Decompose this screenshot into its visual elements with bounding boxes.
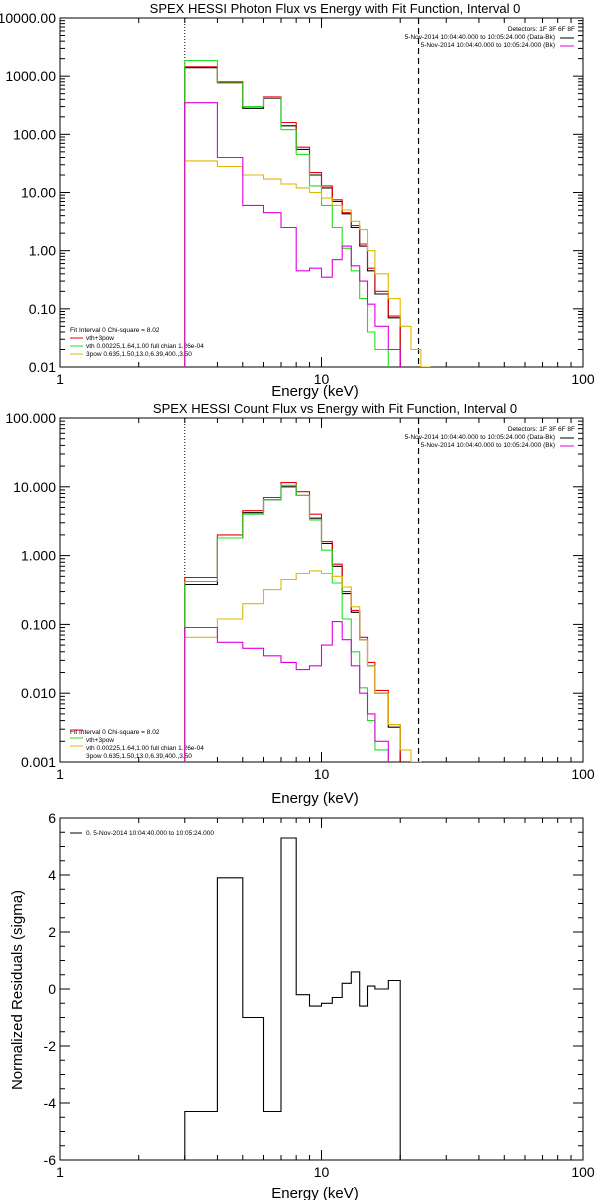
legend-vth3pow: vth+3pow (86, 737, 114, 744)
panel-photon-flux: SPEX HESSI Photon Flux vs Energy with Fi… (70, 1, 575, 400)
x-tick-label: 1 (56, 766, 64, 782)
legend-bk: 5-Nov-2014 10:04:40.000 to 10:05:24.000 … (421, 442, 555, 449)
panel-count-flux: SPEX HESSI Count Flux vs Energy with Fit… (70, 401, 575, 807)
series-3pow (184, 570, 422, 762)
y-tick-label: -2 (44, 1038, 57, 1054)
legend-detectors: Detectors: 1F 3F 6F 8F (508, 426, 575, 433)
series-bk (184, 621, 389, 762)
series-vth (184, 484, 389, 762)
y-tick-label: 10.00 (21, 185, 56, 201)
y-tick-label: 0.10 (29, 301, 56, 317)
legend-interval: 0. 5-Nov-2014 10:04:40.000 to 10:05:24.0… (86, 830, 214, 837)
y-axis-label: Normalized Residuals (sigma) (9, 890, 26, 1090)
legend-data-bk: 5-Nov-2014 10:04:40.000 to 10:05:24.000 … (405, 34, 555, 41)
series-3pow (184, 160, 431, 367)
x-tick-label: 1 (56, 1164, 64, 1180)
plot-frame (59, 417, 584, 763)
plot-frame (59, 817, 584, 1161)
legend-data-bk: 5-Nov-2014 10:04:40.000 to 10:05:24.000 … (405, 434, 555, 441)
series-bk (184, 102, 401, 367)
y-tick-label: 1000.00 (5, 68, 56, 84)
plot-panel-1: 1 10 100 0.001 0.010 0.100 1.000 10.000 100.000 (5, 410, 595, 782)
y-tick-label: -6 (44, 1152, 57, 1168)
y-tick-label: 10000.00 (0, 10, 56, 26)
y-tick-label: 0.001 (21, 754, 56, 770)
plot-panel-0: 1 10 100 0.01 0.10 1.00 10.00 100.00 1000.00 1000… (0, 10, 595, 387)
y-tick-label: 1.00 (29, 243, 56, 259)
y-tick-label: 1.000 (21, 548, 56, 564)
x-tick-label: 1 (56, 371, 64, 387)
y-tick-label: 6 (48, 810, 56, 826)
legend-3pow: 3pow 0.635,1.50,13.0,6.39,400.,3.50 (86, 753, 192, 760)
plot-panel-2: 1 10 100 -6 -4 -2 0 2 4 6 (44, 810, 595, 1180)
y-tick-label: 100.00 (13, 126, 56, 142)
chart-title: SPEX HESSI Count Flux vs Energy with Fit… (153, 401, 517, 416)
series-vth (184, 60, 389, 367)
x-axis-label: Energy (keV) (271, 1185, 359, 1200)
series-vth-3pow (184, 482, 401, 762)
y-tick-label: 4 (48, 867, 56, 883)
y-tick-label: 10.000 (13, 479, 56, 495)
legend-fit-interval: Fit Interval 0 Chi-square = 8.02 (70, 729, 160, 736)
x-tick-label: 10 (314, 766, 330, 782)
x-tick-label: 100 (571, 766, 595, 782)
legend-3pow: 3pow 0.635,1.50,13.0,6.39,400.,3.50 (86, 351, 192, 358)
series-residuals (184, 837, 401, 1160)
x-tick-label: 10 (314, 1164, 330, 1180)
y-tick-label: -4 (44, 1095, 57, 1111)
legend-detectors: Detectors: 1F 3F 6F 8F (508, 26, 575, 33)
x-axis-label: Energy (keV) (271, 790, 359, 807)
chart-title: SPEX HESSI Photon Flux vs Energy with Fi… (150, 1, 521, 16)
legend-fit-interval: Fit Interval 0 Chi-square = 8.02 (70, 327, 160, 334)
x-tick-label: 100 (571, 371, 595, 387)
y-tick-label: 0.010 (21, 685, 56, 701)
x-tick-label: 100 (571, 1164, 595, 1180)
y-tick-label: 0.100 (21, 616, 56, 632)
y-tick-label: 100.000 (5, 410, 56, 426)
x-axis-label: Energy (keV) (271, 383, 359, 400)
x-tick-label: 10 (314, 371, 330, 387)
legend-vth3pow: vth+3pow (86, 335, 114, 342)
y-tick-label: 0.01 (29, 359, 56, 375)
panel-residuals: Energy (keV) Normalized Residuals (sigma… (9, 830, 359, 1200)
legend-bk: 5-Nov-2014 10:04:40.000 to 10:05:24.000 … (421, 42, 555, 49)
y-tick-label: 2 (48, 924, 56, 940)
series-data-bk (184, 67, 401, 367)
legend-vth: vth 0.00225,1.64,1.00 full chian 1.26e-0… (86, 343, 204, 350)
y-tick-label: 0 (48, 981, 56, 997)
legend-vth: vth 0.00225,1.64,1.00 full chian 1.26e-0… (86, 745, 204, 752)
